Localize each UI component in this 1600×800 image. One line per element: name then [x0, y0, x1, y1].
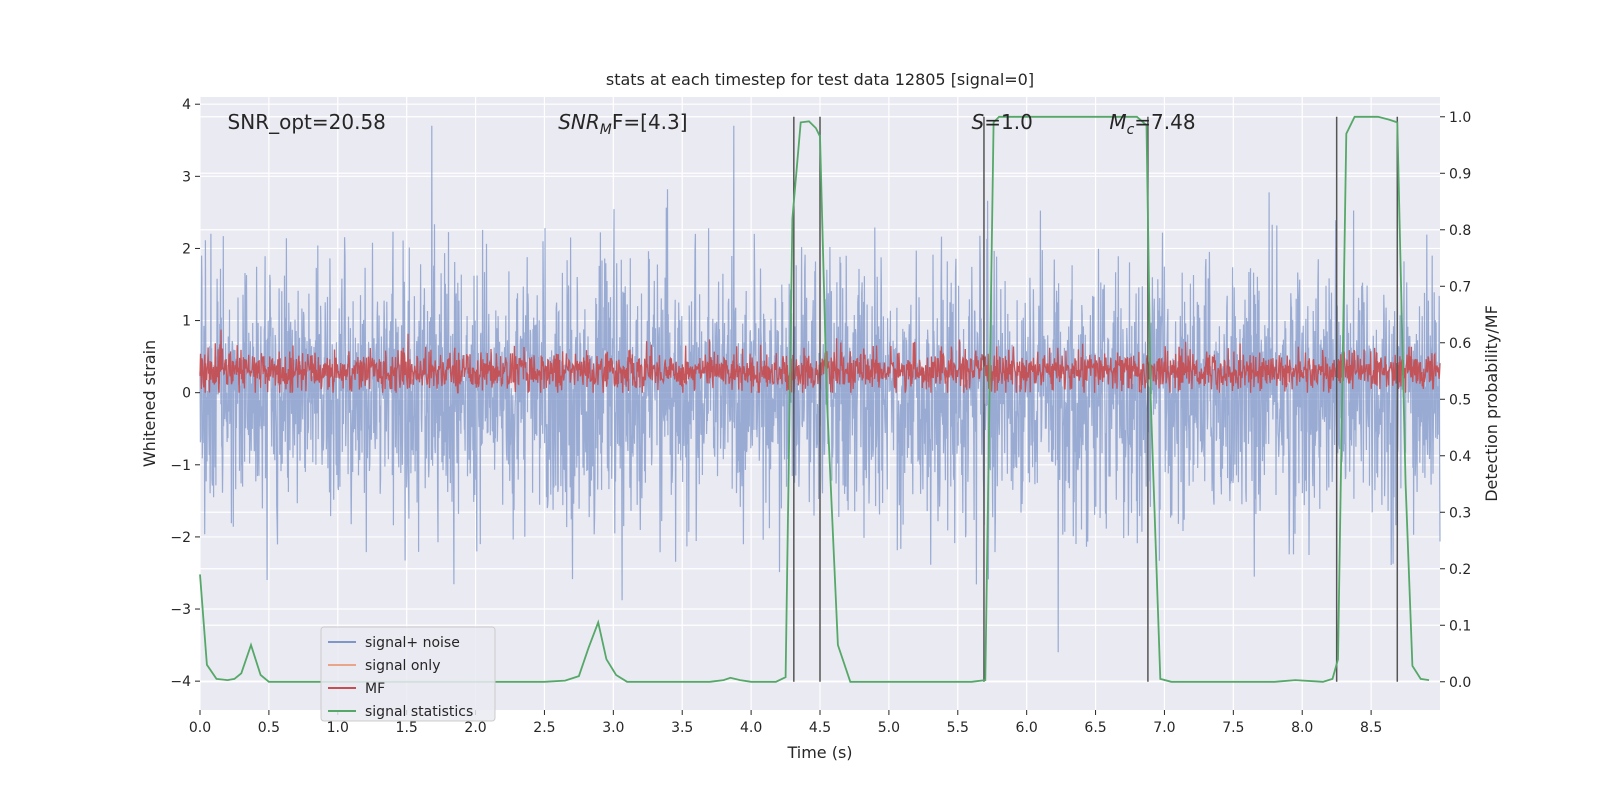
y-tick-label-4: 0 [182, 386, 191, 402]
y-right-tick-label-2: 0.2 [1449, 562, 1471, 578]
legend-label-1: signal only [365, 658, 440, 674]
x-tick-label-3: 1.5 [396, 720, 418, 736]
x-tick-label-9: 4.5 [809, 720, 831, 736]
legend: signal+ noise signal only MF signal statist… [320, 626, 496, 722]
y-right-tick-label-0: 0.0 [1449, 675, 1471, 691]
x-tick-label-13: 6.5 [1084, 720, 1106, 736]
annotation-3: Mc=7.48 [1109, 110, 1195, 138]
y-right-tick-label-3: 0.3 [1449, 505, 1471, 521]
y-tick-label-6: 2 [182, 241, 191, 257]
y-right-tick-label-5: 0.5 [1449, 392, 1471, 408]
x-axis-label: Time (s) [786, 743, 852, 762]
x-tick-label-12: 6.0 [1016, 720, 1038, 736]
annotation-1: SNRMF=[4.3] [558, 110, 687, 138]
legend-label-2: MF [365, 681, 385, 697]
y-tick-label-7: 3 [182, 169, 191, 185]
x-tick-label-14: 7.0 [1153, 720, 1175, 736]
annotation-0: SNR_opt=20.58 [228, 110, 386, 134]
x-tick-label-0: 0.0 [189, 720, 211, 736]
x-tick-label-10: 5.0 [878, 720, 900, 736]
y-tick-label-2: −2 [170, 530, 191, 546]
y-tick-label-5: 1 [182, 314, 191, 330]
y-right-tick-label-1: 0.1 [1449, 618, 1471, 634]
x-tick-label-7: 3.5 [671, 720, 693, 736]
x-tick-label-8: 4.0 [740, 720, 762, 736]
vertical-markers [793, 116, 1399, 682]
x-tick-label-6: 3.0 [602, 720, 624, 736]
x-axis-ticks: 0.0 0.5 1.0 1.5 2.0 2.5 3.0 3.5 4.0 4.5 5.0 5.5 6.0 6… [189, 710, 1382, 736]
y-right-axis-ticks: 0.0 0.1 0.2 0.3 0.4 0.5 0.6 0.7 0.8 0.9 1.0 [1440, 110, 1471, 691]
x-tick-label-17: 8.5 [1360, 720, 1382, 736]
x-tick-label-5: 2.5 [533, 720, 555, 736]
y-right-axis-label: Detection probability/MF [1482, 305, 1501, 502]
y-tick-label-8: 4 [182, 97, 191, 113]
x-tick-label-4: 2.0 [464, 720, 486, 736]
annotation-2: S=1.0 [972, 110, 1033, 134]
legend-label-0: signal+ noise [365, 635, 460, 651]
y-tick-label-0: −4 [170, 674, 191, 690]
y-axis-label: Whitened strain [140, 340, 159, 467]
legend-label-3: signal statistics [365, 704, 473, 720]
x-tick-label-2: 1.0 [327, 720, 349, 736]
y-right-tick-label-6: 0.6 [1449, 336, 1471, 352]
annotations: SNR_opt=20.58 SNRMF=[4.3] S=1.0 Mc=7.48 [228, 110, 1196, 138]
x-tick-label-15: 7.5 [1222, 720, 1244, 736]
chart-title: stats at each timestep for test data 128… [606, 70, 1034, 89]
y-right-tick-label-8: 0.8 [1449, 223, 1471, 239]
y-tick-label-3: −1 [170, 458, 191, 474]
x-tick-label-1: 0.5 [258, 720, 280, 736]
y-tick-label-1: −3 [170, 602, 191, 618]
y-right-tick-label-7: 0.7 [1449, 279, 1471, 295]
y-right-tick-label-4: 0.4 [1449, 449, 1471, 465]
x-tick-label-11: 5.5 [947, 720, 969, 736]
y-right-tick-label-9: 0.9 [1449, 166, 1471, 182]
y-right-tick-label-10: 1.0 [1449, 110, 1471, 126]
y-axis-ticks: −4 −3 −2 −1 0 1 2 3 4 [170, 97, 200, 690]
x-tick-label-16: 8.0 [1291, 720, 1313, 736]
legend-box [320, 626, 496, 722]
